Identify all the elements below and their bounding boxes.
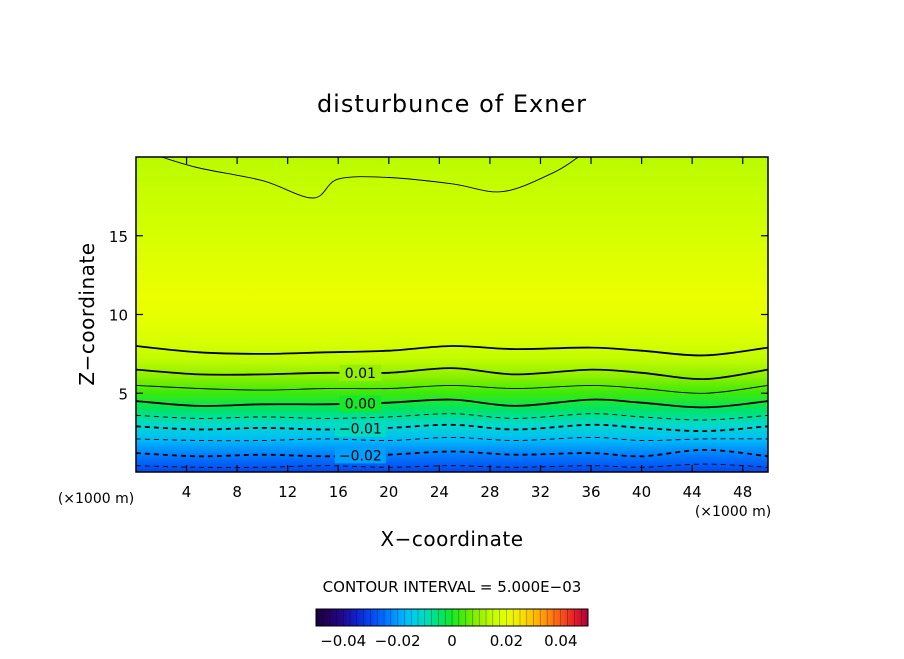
colorbar: −0.04 −0.02 0 0.02 0.04 (315, 608, 589, 650)
contour-label-layer: 0.01 0.00 −0.01 −0.02 (334, 364, 386, 464)
x-tick-label: 40 (632, 483, 651, 501)
chart-title: disturbunce of Exner (317, 90, 587, 118)
x-tick-label: 12 (278, 483, 297, 501)
contour-label-bg (339, 395, 382, 412)
y-tick-label: 10 (109, 307, 128, 325)
contour-line (136, 367, 768, 381)
contour-line (161, 157, 579, 199)
x-axis-unit: (×1000 m) (695, 504, 771, 520)
contour-line (136, 345, 768, 357)
x-axis-ticks: 4 8 12 16 20 24 28 32 36 40 44 48 (182, 157, 752, 501)
plot-area: 0.01 0.00 −0.01 −0.02 (136, 157, 768, 472)
colorbar-frame (315, 608, 589, 627)
contour-label-bg (339, 364, 382, 381)
contour-layer (136, 157, 768, 468)
x-tick-label: 36 (581, 483, 600, 501)
contour-line (136, 448, 768, 458)
contour-line (136, 423, 768, 433)
colorbar-tick-label: 0.04 (544, 632, 577, 650)
x-tick-label: 8 (232, 483, 242, 501)
colorbar-ticks: −0.04 −0.02 0 0.02 0.04 (320, 632, 577, 650)
contour-label: −0.02 (339, 448, 382, 464)
x-tick-label: 44 (683, 483, 702, 501)
y-tick-label: 15 (109, 228, 128, 246)
y-axis-ticks: 5 10 15 (109, 228, 768, 403)
contour-label: 0.01 (345, 366, 376, 382)
x-axis-title: X−coordinate (380, 527, 523, 551)
x-tick-label: 32 (531, 483, 550, 501)
x-tick-label: 48 (733, 483, 752, 501)
contour-label-bg (334, 420, 386, 437)
x-tick-label: 16 (329, 483, 348, 501)
field-fill (136, 157, 768, 472)
contour-line (136, 413, 768, 421)
x-tick-label: 20 (379, 483, 398, 501)
colorbar-segments (322, 609, 582, 626)
colorbar-tick-label: −0.04 (320, 632, 366, 650)
colorbar-tick-label: −0.02 (375, 632, 421, 650)
contour-interval-text: CONTOUR INTERVAL = 5.000E−03 (323, 578, 582, 596)
x-tick-label: 28 (480, 483, 499, 501)
y-tick-label: 5 (118, 385, 128, 403)
x-tick-label: 4 (182, 483, 192, 501)
x-origin-unit: (×1000 m) (58, 491, 134, 507)
colorbar-tick-label: 0.02 (490, 632, 523, 650)
contour-line (136, 436, 768, 442)
contour-label: −0.01 (339, 422, 382, 438)
contour-line (136, 398, 768, 409)
y-axis-title: Z−coordinate (75, 242, 99, 385)
x-tick-label: 24 (430, 483, 449, 501)
colorbar-tick-label: 0 (447, 632, 457, 650)
contour-label: 0.00 (345, 396, 376, 412)
contour-line (136, 384, 768, 394)
contour-label-bg (334, 447, 386, 464)
contour-line (136, 463, 768, 468)
